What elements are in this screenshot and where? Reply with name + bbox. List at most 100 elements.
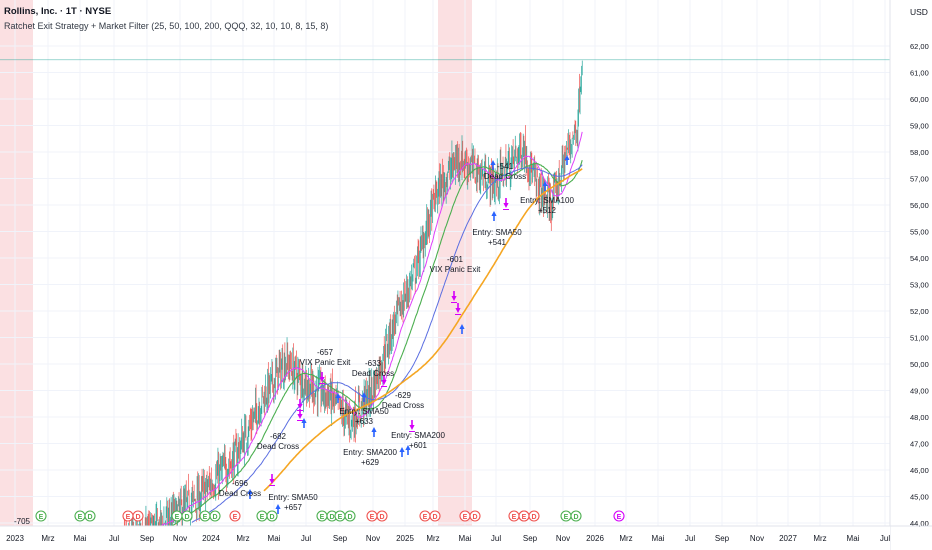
event-marker-letter: D (329, 514, 334, 521)
entry-arrow (399, 447, 405, 457)
event-marker[interactable] (84, 510, 96, 522)
time-label: Jul (491, 534, 501, 543)
time-label: Mrz (41, 534, 54, 543)
signal-label: +657 (284, 503, 303, 512)
signal-label: +633 (355, 417, 374, 426)
signal-arrows (247, 155, 570, 514)
price-tick: 53,00 (910, 281, 929, 290)
event-marker-letter: E (126, 514, 131, 521)
price-tick: 58,00 (910, 148, 929, 157)
time-label: Nov (750, 534, 764, 543)
event-marker-letter: E (203, 514, 208, 521)
signal-label: -657 (317, 348, 334, 357)
event-marker[interactable] (209, 510, 221, 522)
signal-label: VIX Panic Exit (300, 358, 351, 367)
event-marker-letter: D (212, 514, 217, 521)
signal-label: Entry: SMA200 (343, 448, 397, 457)
grid-lines (0, 0, 890, 526)
event-marker-letter: E (78, 514, 83, 521)
event-marker[interactable] (344, 510, 356, 522)
time-label: Mai (652, 534, 665, 543)
entry-arrow (371, 427, 377, 437)
event-marker[interactable] (528, 510, 540, 522)
event-marker-letter: D (432, 514, 437, 521)
price-tick: 57,00 (910, 175, 929, 184)
event-marker[interactable] (469, 510, 481, 522)
exit-arrow (455, 303, 461, 313)
event-markers: EEDEDEDEDEEDEDEDEDEDEDEDEDEDE (35, 510, 625, 522)
price-tick: 54,00 (910, 254, 929, 263)
signal-label: Entry: SMA100 (520, 196, 574, 205)
currency-label[interactable]: USD (910, 7, 928, 17)
event-marker-letter: D (347, 514, 352, 521)
price-tick: 48,00 (910, 413, 929, 422)
price-tick: 52,00 (910, 307, 929, 316)
time-label: Sep (140, 534, 155, 543)
event-marker-letter: D (531, 514, 536, 521)
time-label: Mrz (619, 534, 632, 543)
event-marker[interactable] (35, 510, 47, 522)
event-marker[interactable] (181, 510, 193, 522)
symbol-title[interactable]: Rollins, Inc. · 1T · NYSE (4, 6, 112, 17)
entry-arrow (361, 392, 367, 402)
time-label: Mrz (813, 534, 826, 543)
event-marker-letter: D (269, 514, 274, 521)
signal-label: Entry: SMA50 (339, 407, 389, 416)
time-label: 2023 (6, 534, 24, 543)
time-label: Mai (268, 534, 281, 543)
indicator-legend[interactable]: Ratchet Exit Strategy + Market Filter (2… (4, 21, 329, 31)
event-marker-letter: E (370, 514, 375, 521)
entry-arrow (564, 155, 570, 165)
entry-arrow (490, 160, 496, 170)
price-tick: 62,00 (910, 42, 929, 51)
event-marker-letter: E (463, 514, 468, 521)
price-scale-bg[interactable] (890, 0, 932, 550)
signal-label: Dead Cross (484, 172, 526, 181)
entry-arrow (247, 489, 253, 499)
time-label: Mai (459, 534, 472, 543)
event-marker-letter: D (135, 514, 140, 521)
event-marker-letter: E (338, 514, 343, 521)
event-marker[interactable] (229, 510, 241, 522)
time-axis-bg[interactable] (0, 526, 890, 550)
event-marker-letter: E (260, 514, 265, 521)
event-marker[interactable] (570, 510, 582, 522)
filter-band (438, 0, 472, 526)
event-marker[interactable] (132, 510, 144, 522)
time-label: 2027 (779, 534, 797, 543)
event-marker[interactable] (266, 510, 278, 522)
event-marker-letter: E (512, 514, 517, 521)
signal-label: -705 (14, 517, 31, 526)
event-marker[interactable] (376, 510, 388, 522)
time-label: Jul (880, 534, 890, 543)
time-label: Nov (556, 534, 570, 543)
entry-arrow (542, 181, 548, 191)
event-marker-letter: E (233, 514, 238, 521)
signal-label: -541 (497, 162, 514, 171)
event-marker-letter: E (564, 514, 569, 521)
entry-arrow (335, 393, 341, 403)
entry-arrow (301, 418, 307, 428)
event-marker[interactable] (429, 510, 441, 522)
exit-arrow (409, 420, 415, 430)
time-label: Nov (366, 534, 380, 543)
signal-label: Entry: SMA200 (391, 431, 445, 440)
time-label: Jul (301, 534, 311, 543)
signal-label: +541 (488, 238, 507, 247)
signal-label: Dead Cross (382, 401, 424, 410)
event-marker[interactable] (613, 510, 625, 522)
signal-label: VIX Panic Exit (430, 265, 481, 274)
price-tick: 49,00 (910, 387, 929, 396)
price-tick: 55,00 (910, 228, 929, 237)
time-label: 2025 (396, 534, 414, 543)
entry-arrow (405, 445, 411, 455)
price-tick: 60,00 (910, 95, 929, 104)
sma25-line (161, 131, 583, 527)
signal-label: Entry: SMA50 (472, 228, 522, 237)
event-marker-letter: E (175, 514, 180, 521)
exit-arrow (451, 291, 457, 301)
time-label: Jul (685, 534, 695, 543)
exit-arrow (297, 399, 303, 409)
